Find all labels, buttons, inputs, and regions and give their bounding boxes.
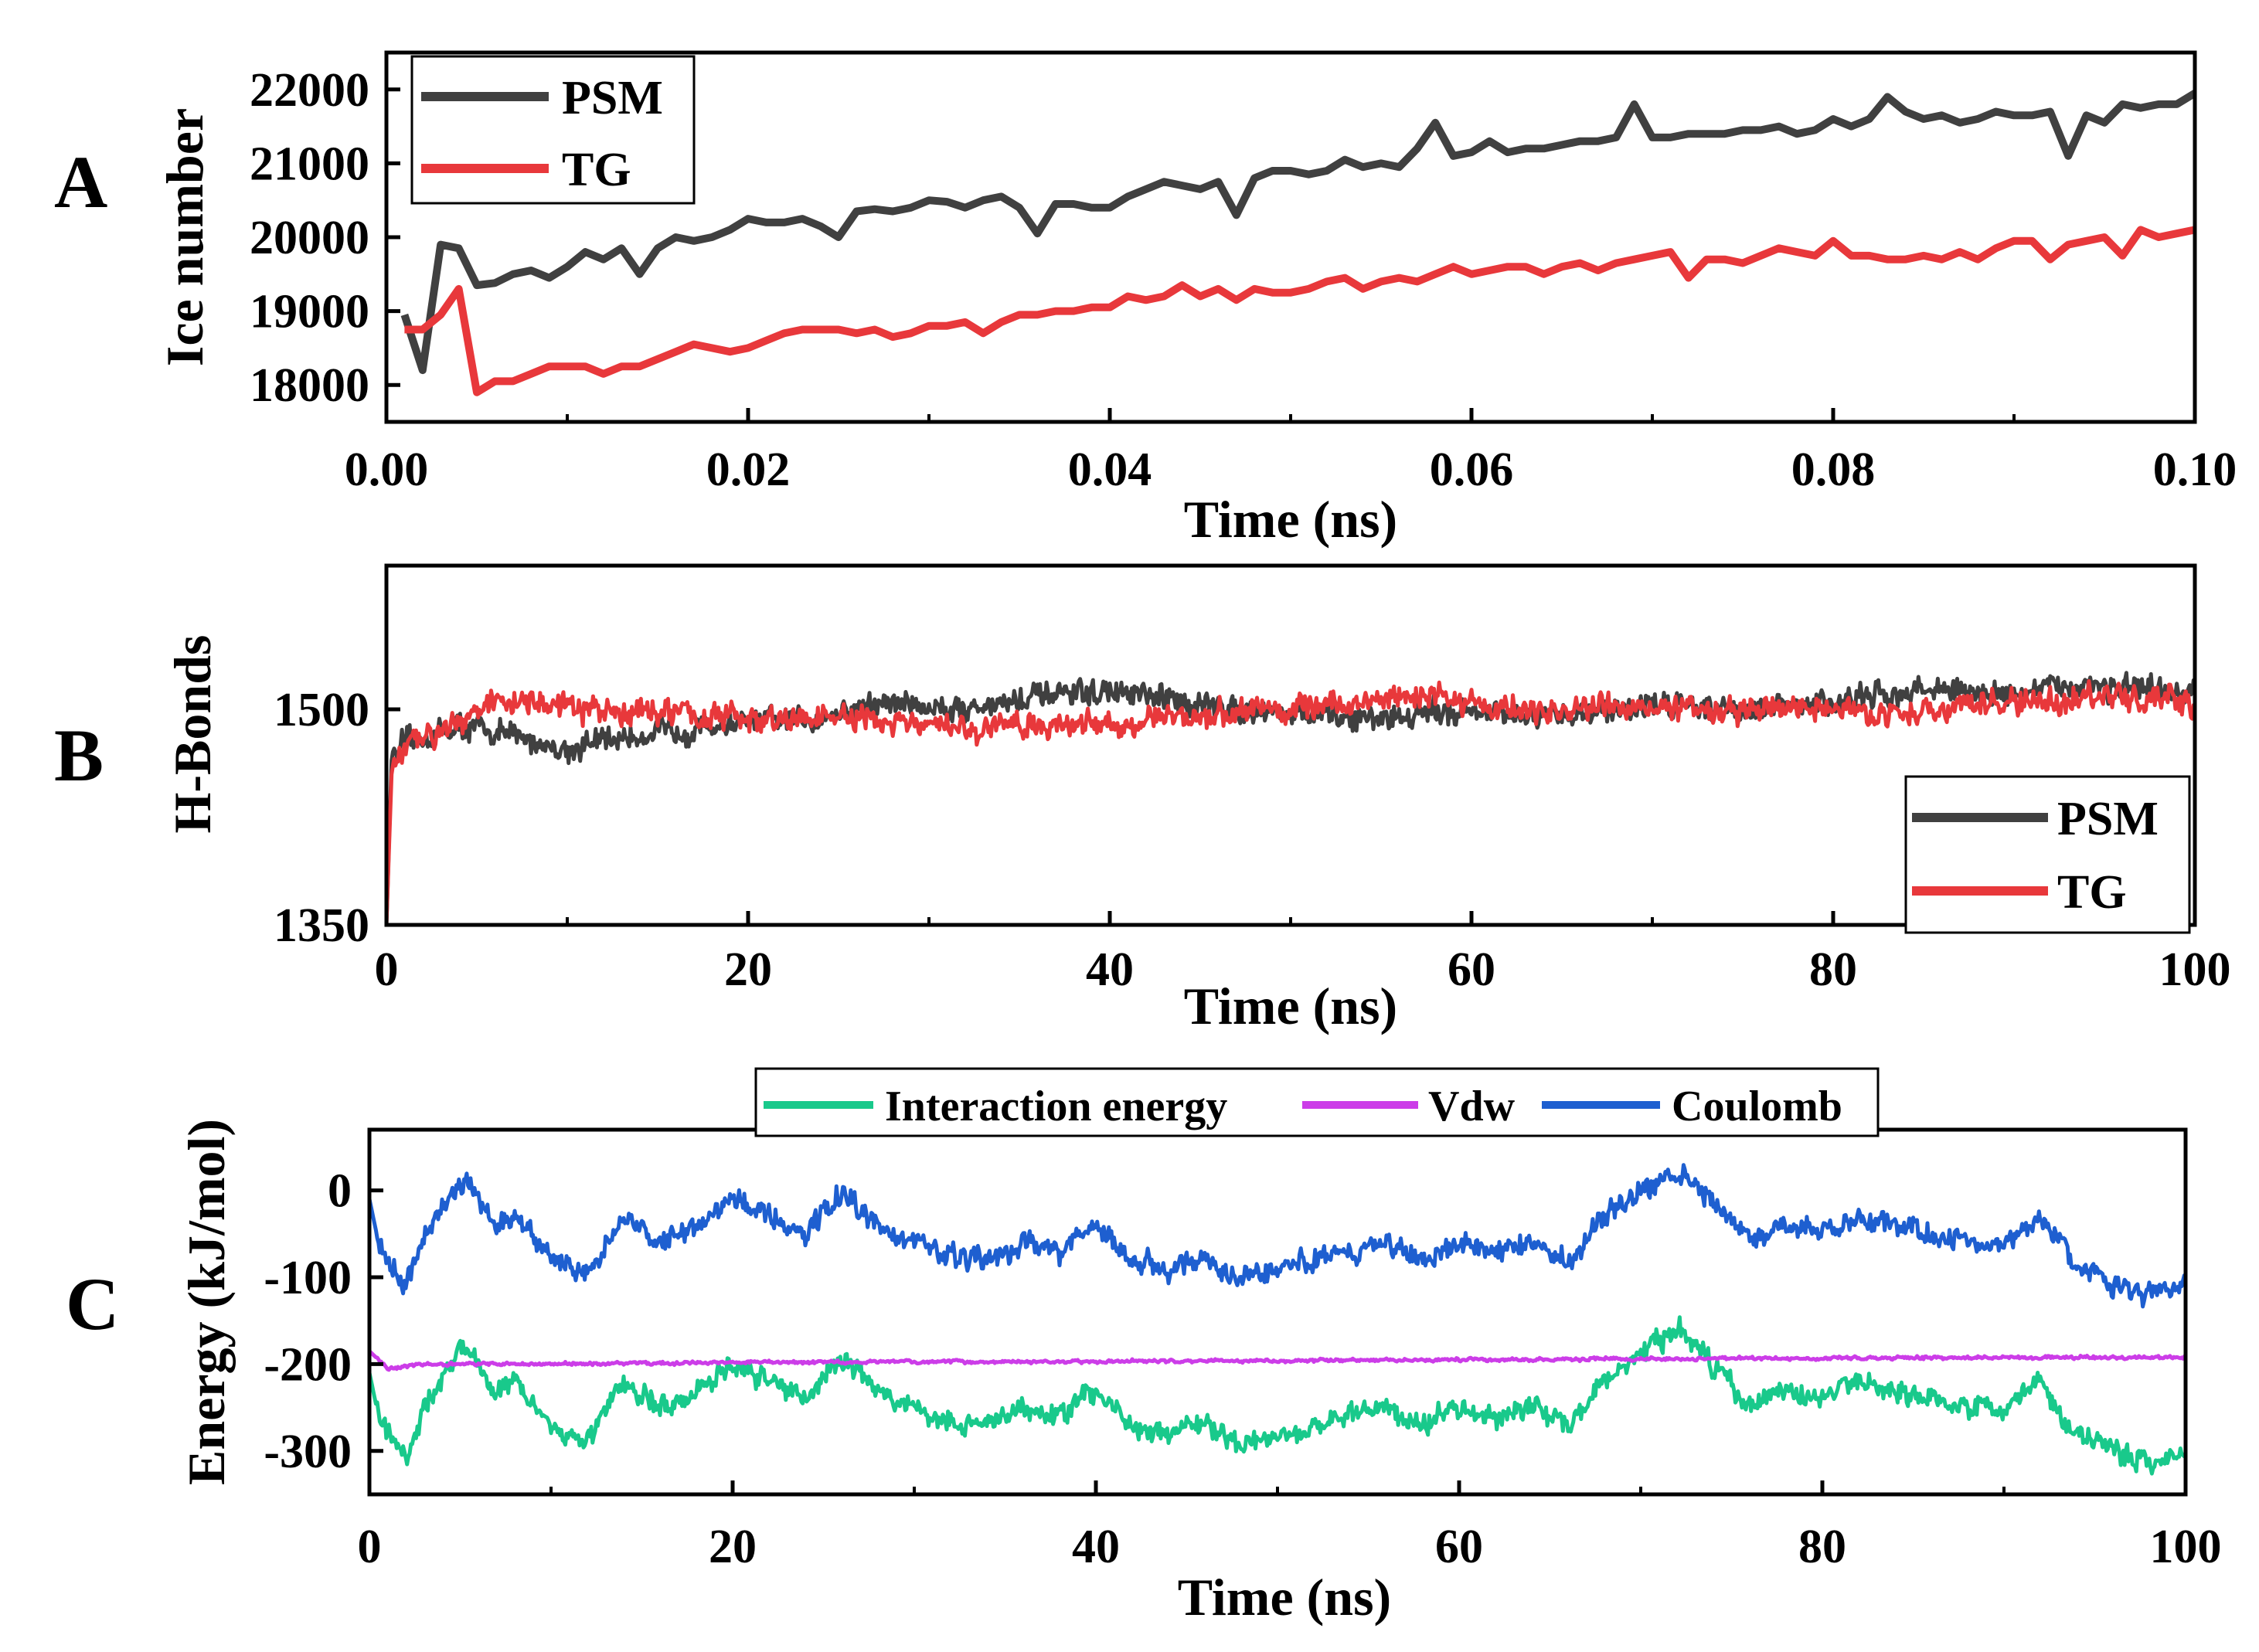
panel-c-x-axis-label: Time (ns) — [1178, 1568, 1391, 1627]
panel-b-y-tick-label: 1350 — [274, 899, 369, 952]
panel-c-y-tick-label: 0 — [328, 1165, 352, 1218]
panel-c-series-coulomb — [369, 1163, 2186, 1309]
panel-b-legend: PSM TG — [1904, 775, 2191, 934]
panel-b-y-axis-label: H-Bonds — [163, 635, 222, 834]
panel-a-x-tick-label: 0.06 — [1430, 444, 1514, 496]
panel-a-y-tick-label: 18000 — [250, 359, 369, 412]
panel-b-x-axis-label: Time (ns) — [1184, 977, 1397, 1035]
panel-letter-c: C — [66, 1263, 119, 1345]
panel-a-legend: PSM TG — [410, 55, 696, 205]
panel-c-x-tick-label: 0 — [358, 1521, 382, 1573]
panel-b-legend-label-tg: TG — [2057, 866, 2127, 919]
panel-b-legend-label-psm: PSM — [2057, 793, 2159, 845]
panel-a-x-tick-label: 0.00 — [345, 444, 429, 496]
panel-a-series-psm — [400, 90, 2195, 375]
panel-a-series-tg — [404, 226, 2195, 396]
panel-c-x-tick-label: 60 — [1435, 1521, 1483, 1573]
panel-b-x-tick-label: 80 — [1809, 943, 1857, 996]
panel-b: 0 20 40 60 80 100 1350 1500 Time (ns) H-Bonds P… — [163, 563, 2231, 1035]
panel-a-x-tick-label: 0.08 — [1791, 444, 1876, 496]
panel-a-y-axis-label: Ice number — [155, 108, 214, 366]
panel-a-legend-box — [410, 55, 696, 205]
panel-a: 0.00 0.02 0.04 0.06 0.08 0.10 18000 19000 20000 2… — [155, 50, 2237, 549]
panel-c: 0 20 40 60 80 100 -300 -200 -100 0 Time (ns) Ener… — [177, 1067, 2222, 1627]
panel-c-series-interaction-energy — [369, 1315, 2186, 1476]
panel-b-legend-box — [1904, 775, 2191, 934]
panel-a-ticks: 0.00 0.02 0.04 0.06 0.08 0.10 18000 19000 20000 2… — [250, 64, 2237, 496]
panel-a-legend-label-tg: TG — [562, 144, 631, 196]
panel-b-x-tick-label: 20 — [724, 943, 772, 996]
panel-c-legend: Interaction energy Vdw Coulomb — [754, 1067, 1880, 1137]
panel-c-legend-label-coulomb: Coulomb — [1672, 1083, 1842, 1130]
panel-c-series-vdw — [369, 1349, 2186, 1372]
panel-b-y-tick-label: 1500 — [274, 684, 369, 736]
panel-c-y-tick-label: -200 — [264, 1338, 352, 1391]
panel-b-x-tick-label: 0 — [375, 943, 399, 996]
panel-a-y-tick-label: 19000 — [250, 286, 369, 338]
panel-c-x-tick-label: 80 — [1798, 1521, 1846, 1573]
panel-letter-b: B — [54, 714, 104, 797]
panel-b-series-group — [386, 671, 2195, 925]
panel-b-x-tick-label: 40 — [1086, 943, 1134, 996]
panel-a-x-tick-label: 0.02 — [706, 444, 791, 496]
panel-b-x-tick-label: 60 — [1448, 943, 1495, 996]
panel-a-legend-label-psm: PSM — [562, 72, 663, 124]
panel-c-x-tick-label: 40 — [1072, 1521, 1120, 1573]
panel-a-x-tick-label: 0.04 — [1068, 444, 1152, 496]
panel-c-y-tick-label: -300 — [264, 1426, 352, 1478]
panel-b-x-tick-label: 100 — [2159, 943, 2231, 996]
panel-c-x-tick-label: 100 — [2150, 1521, 2222, 1573]
panel-a-x-tick-label: 0.10 — [2153, 444, 2237, 496]
panel-a-y-tick-label: 20000 — [250, 212, 369, 264]
panel-a-x-axis-label: Time (ns) — [1184, 490, 1397, 549]
panel-b-ticks: 0 20 40 60 80 100 1350 1500 — [274, 684, 2231, 996]
panel-c-legend-label-vdw: Vdw — [1428, 1083, 1516, 1130]
panel-a-y-tick-label: 22000 — [250, 64, 369, 117]
panel-c-y-axis-label: Energy (kJ/mol) — [177, 1119, 236, 1485]
panel-c-x-tick-label: 20 — [709, 1521, 757, 1573]
panel-letter-a: A — [54, 141, 107, 223]
panel-a-y-tick-label: 21000 — [250, 138, 369, 190]
panel-c-ticks: 0 20 40 60 80 100 -300 -200 -100 0 — [264, 1165, 2221, 1573]
panel-c-legend-label-interaction: Interaction energy — [885, 1083, 1227, 1130]
panel-a-series-group — [400, 90, 2195, 396]
panel-b-series-tg — [386, 679, 2195, 925]
panel-c-series-group — [369, 1163, 2186, 1476]
panel-c-y-tick-label: -100 — [264, 1252, 352, 1304]
